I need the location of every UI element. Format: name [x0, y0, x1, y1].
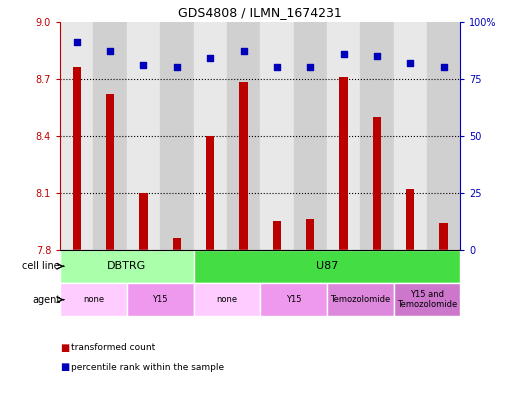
Bar — [173, 238, 181, 250]
Point — [406, 59, 414, 66]
Bar — [94, 22, 127, 250]
Bar — [293, 22, 327, 250]
Bar — [139, 193, 147, 250]
Bar — [406, 189, 414, 250]
Bar — [194, 250, 460, 283]
Text: percentile rank within the sample: percentile rank within the sample — [71, 363, 224, 372]
Bar — [439, 223, 448, 250]
Bar — [127, 22, 160, 250]
Text: Y15 and
Temozolomide: Y15 and Temozolomide — [397, 290, 457, 309]
Bar — [394, 283, 460, 316]
Bar — [227, 22, 260, 250]
Bar — [260, 22, 293, 250]
Text: Y15: Y15 — [152, 295, 168, 304]
Text: ■: ■ — [60, 362, 70, 373]
Bar — [106, 94, 115, 250]
Bar — [73, 67, 81, 250]
Bar — [327, 22, 360, 250]
Text: ■: ■ — [60, 343, 70, 353]
Text: U87: U87 — [316, 261, 338, 271]
Point — [306, 64, 314, 70]
Bar — [394, 22, 427, 250]
Bar — [160, 22, 194, 250]
Point — [439, 64, 448, 70]
Bar — [60, 22, 94, 250]
Bar — [306, 219, 314, 250]
Bar — [260, 283, 327, 316]
Text: none: none — [83, 295, 104, 304]
Text: cell line: cell line — [22, 261, 60, 271]
Text: Temozolomide: Temozolomide — [330, 295, 390, 304]
Text: none: none — [217, 295, 237, 304]
Text: Y15: Y15 — [286, 295, 301, 304]
Bar — [127, 283, 194, 316]
Bar — [360, 22, 393, 250]
Bar — [194, 22, 227, 250]
Text: DBTRG: DBTRG — [107, 261, 146, 271]
Point — [272, 64, 281, 70]
Point — [240, 48, 248, 54]
Bar — [60, 250, 194, 283]
Bar — [240, 83, 248, 250]
Bar — [60, 283, 127, 316]
Point — [206, 55, 214, 61]
Bar — [206, 136, 214, 250]
Bar — [194, 283, 260, 316]
Bar — [272, 221, 281, 250]
Bar — [427, 22, 460, 250]
Point — [173, 64, 181, 70]
Point — [373, 53, 381, 59]
Bar — [373, 117, 381, 250]
Point — [339, 50, 348, 57]
Title: GDS4808 / ILMN_1674231: GDS4808 / ILMN_1674231 — [178, 6, 342, 19]
Point — [139, 62, 147, 68]
Bar — [327, 283, 393, 316]
Point — [73, 39, 81, 45]
Text: transformed count: transformed count — [71, 343, 155, 352]
Point — [106, 48, 115, 54]
Bar — [339, 77, 348, 250]
Text: agent: agent — [32, 295, 60, 305]
